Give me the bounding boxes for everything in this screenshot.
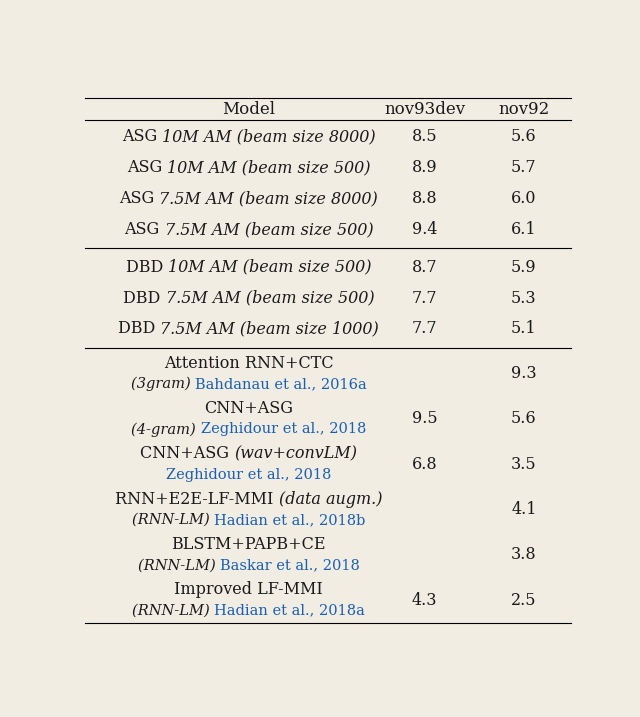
Text: 5.6: 5.6 bbox=[511, 410, 537, 427]
Text: BLSTM+PAPB+CE: BLSTM+PAPB+CE bbox=[172, 536, 326, 553]
Text: Baskar et al., 2018: Baskar et al., 2018 bbox=[220, 558, 360, 572]
Text: ASG: ASG bbox=[127, 159, 167, 176]
Text: 8.7: 8.7 bbox=[412, 259, 438, 275]
Text: 10M AM (beam size 500): 10M AM (beam size 500) bbox=[168, 259, 372, 275]
Text: 9.5: 9.5 bbox=[412, 410, 438, 427]
Text: (wav+convLM): (wav+convLM) bbox=[234, 445, 357, 462]
Text: 6.0: 6.0 bbox=[511, 190, 537, 207]
Text: ASG: ASG bbox=[124, 221, 164, 238]
Text: Zeghidour et al., 2018: Zeghidour et al., 2018 bbox=[201, 422, 366, 437]
Text: 8.9: 8.9 bbox=[412, 159, 438, 176]
Text: (RNN-LM): (RNN-LM) bbox=[138, 558, 220, 572]
Text: Hadian et al., 2018b: Hadian et al., 2018b bbox=[214, 513, 365, 527]
Text: CNN+ASG: CNN+ASG bbox=[140, 445, 234, 462]
Text: DBD: DBD bbox=[125, 259, 168, 275]
Text: 4.1: 4.1 bbox=[511, 501, 537, 518]
Text: 7.5M AM (beam size 8000): 7.5M AM (beam size 8000) bbox=[159, 190, 378, 207]
Text: 5.3: 5.3 bbox=[511, 290, 537, 307]
Text: 3.5: 3.5 bbox=[511, 456, 537, 473]
Text: Hadian et al., 2018a: Hadian et al., 2018a bbox=[214, 604, 365, 617]
Text: RNN+E2E-LF-MMI: RNN+E2E-LF-MMI bbox=[115, 490, 278, 508]
Text: 9.4: 9.4 bbox=[412, 221, 438, 238]
Text: 8.5: 8.5 bbox=[412, 128, 438, 146]
Text: (RNN-LM): (RNN-LM) bbox=[132, 513, 214, 527]
Text: nov93dev: nov93dev bbox=[384, 100, 465, 118]
Text: 3.8: 3.8 bbox=[511, 546, 537, 564]
Text: 7.7: 7.7 bbox=[412, 290, 438, 307]
Text: Bahdanau et al., 2016a: Bahdanau et al., 2016a bbox=[195, 377, 367, 391]
Text: 6.8: 6.8 bbox=[412, 456, 438, 473]
Text: Improved LF-MMI: Improved LF-MMI bbox=[174, 581, 323, 598]
Text: ASG: ASG bbox=[122, 128, 162, 146]
Text: 6.1: 6.1 bbox=[511, 221, 537, 238]
Text: 5.9: 5.9 bbox=[511, 259, 537, 275]
Text: 5.1: 5.1 bbox=[511, 320, 537, 338]
Text: (data augm.): (data augm.) bbox=[278, 490, 382, 508]
Text: 10M AM (beam size 8000): 10M AM (beam size 8000) bbox=[162, 128, 376, 146]
Text: Attention RNN+CTC: Attention RNN+CTC bbox=[164, 355, 333, 372]
Text: CNN+ASG: CNN+ASG bbox=[204, 400, 293, 417]
Text: 7.5M AM (beam size 500): 7.5M AM (beam size 500) bbox=[164, 221, 373, 238]
Text: 8.8: 8.8 bbox=[412, 190, 438, 207]
Text: DBD: DBD bbox=[123, 290, 166, 307]
Text: 5.7: 5.7 bbox=[511, 159, 537, 176]
Text: (4-gram): (4-gram) bbox=[131, 422, 201, 437]
Text: Model: Model bbox=[222, 100, 275, 118]
Text: (RNN-LM): (RNN-LM) bbox=[132, 604, 214, 617]
Text: DBD: DBD bbox=[118, 320, 161, 338]
Text: Zeghidour et al., 2018: Zeghidour et al., 2018 bbox=[166, 467, 332, 482]
Text: 7.7: 7.7 bbox=[412, 320, 438, 338]
Text: 10M AM (beam size 500): 10M AM (beam size 500) bbox=[167, 159, 371, 176]
Text: 9.3: 9.3 bbox=[511, 365, 537, 382]
Text: 4.3: 4.3 bbox=[412, 592, 438, 609]
Text: 5.6: 5.6 bbox=[511, 128, 537, 146]
Text: (3gram): (3gram) bbox=[131, 377, 195, 391]
Text: nov92: nov92 bbox=[499, 100, 550, 118]
Text: ASG: ASG bbox=[119, 190, 159, 207]
Text: 7.5M AM (beam size 500): 7.5M AM (beam size 500) bbox=[166, 290, 374, 307]
Text: 2.5: 2.5 bbox=[511, 592, 537, 609]
Text: 7.5M AM (beam size 1000): 7.5M AM (beam size 1000) bbox=[161, 320, 380, 338]
